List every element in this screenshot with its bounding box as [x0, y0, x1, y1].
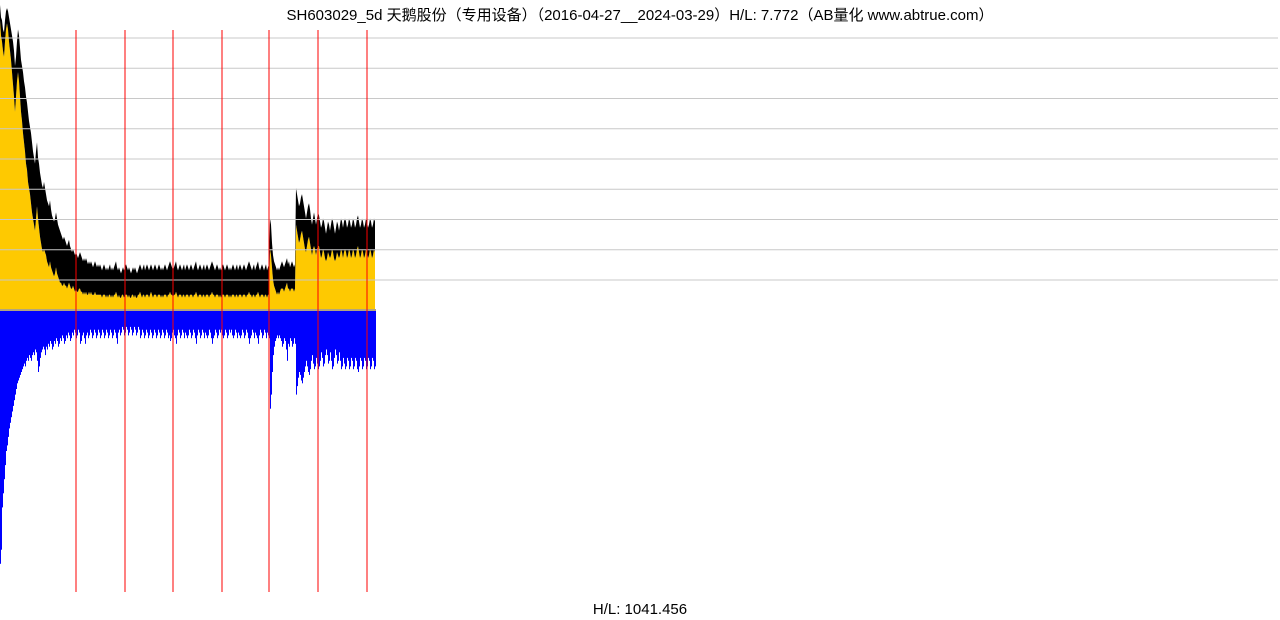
price-chart	[0, 5, 1280, 310]
volume-chart	[0, 310, 1280, 592]
chart-footer: H/L: 1041.456	[0, 601, 1280, 618]
chart-page: SH603029_5d 天鹅股份（专用设备）（2016-04-27__2024-…	[0, 0, 1280, 620]
